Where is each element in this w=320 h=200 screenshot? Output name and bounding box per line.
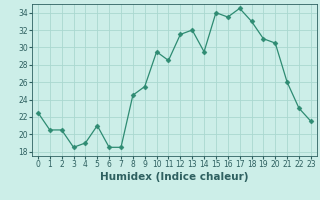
X-axis label: Humidex (Indice chaleur): Humidex (Indice chaleur) [100, 172, 249, 182]
